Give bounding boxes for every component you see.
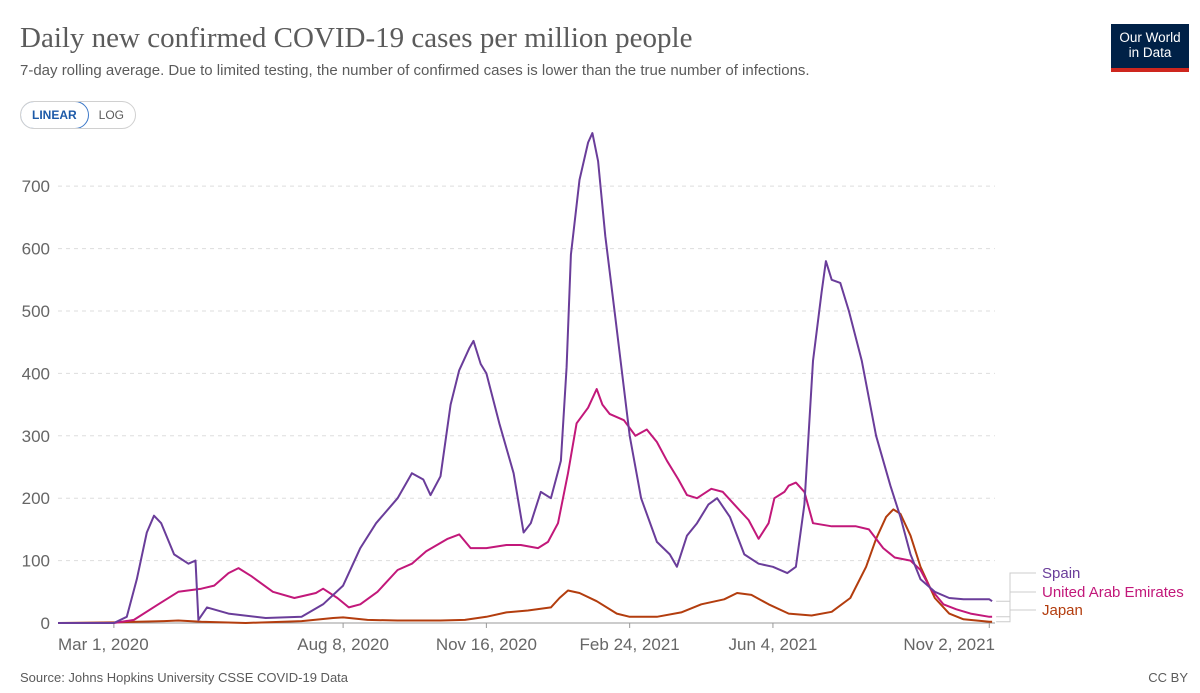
line-chart: 0 100 200 300 400 500 600 700 Mar 1, 2020 Aug 8, … bbox=[22, 132, 1184, 654]
logo-line-2: in Data bbox=[1128, 45, 1172, 60]
y-tick-label: 100 bbox=[22, 552, 50, 571]
scale-toggle: LINEAR LOG bbox=[20, 101, 137, 129]
owid-logo[interactable]: Our World in Data bbox=[1111, 24, 1189, 72]
x-tick-label: Nov 16, 2020 bbox=[436, 635, 537, 654]
license-link[interactable]: CC BY bbox=[1148, 670, 1188, 685]
logo-line-1: Our World bbox=[1119, 30, 1181, 45]
y-tick-label: 200 bbox=[22, 489, 50, 508]
chart-subtitle: 7-day rolling average. Due to limited te… bbox=[20, 62, 810, 79]
log-scale-button[interactable]: LOG bbox=[98, 108, 125, 122]
y-tick-label: 0 bbox=[41, 614, 50, 633]
legend-connector bbox=[996, 591, 1036, 618]
legend-connector bbox=[996, 572, 1036, 602]
legend-label-united-arab-emirates: United Arab Emirates bbox=[1042, 584, 1184, 601]
x-tick-label: Jun 4, 2021 bbox=[728, 635, 817, 654]
linear-scale-button[interactable]: LINEAR bbox=[21, 102, 89, 128]
series-line-united-arab-emirates bbox=[58, 388, 993, 624]
y-tick-label: 300 bbox=[22, 427, 50, 446]
x-tick-label: Mar 1, 2020 bbox=[58, 635, 149, 654]
y-tick-label: 400 bbox=[22, 364, 50, 383]
legend-label-japan: Japan bbox=[1042, 602, 1083, 619]
x-tick-label: Nov 2, 2021 bbox=[903, 635, 995, 654]
y-tick-label: 500 bbox=[22, 302, 50, 321]
y-tick-label: 700 bbox=[22, 177, 50, 196]
chart-title: Daily new confirmed COVID-19 cases per m… bbox=[20, 22, 693, 54]
legend-connector bbox=[996, 609, 1036, 623]
y-tick-label: 600 bbox=[22, 240, 50, 259]
series-line-spain bbox=[58, 132, 993, 624]
x-tick-label: Aug 8, 2020 bbox=[297, 635, 389, 654]
source-note[interactable]: Source: Johns Hopkins University CSSE CO… bbox=[20, 670, 349, 685]
x-tick-label: Feb 24, 2021 bbox=[580, 635, 680, 654]
series-line-japan bbox=[57, 508, 993, 624]
legend-label-spain: Spain bbox=[1042, 565, 1080, 582]
